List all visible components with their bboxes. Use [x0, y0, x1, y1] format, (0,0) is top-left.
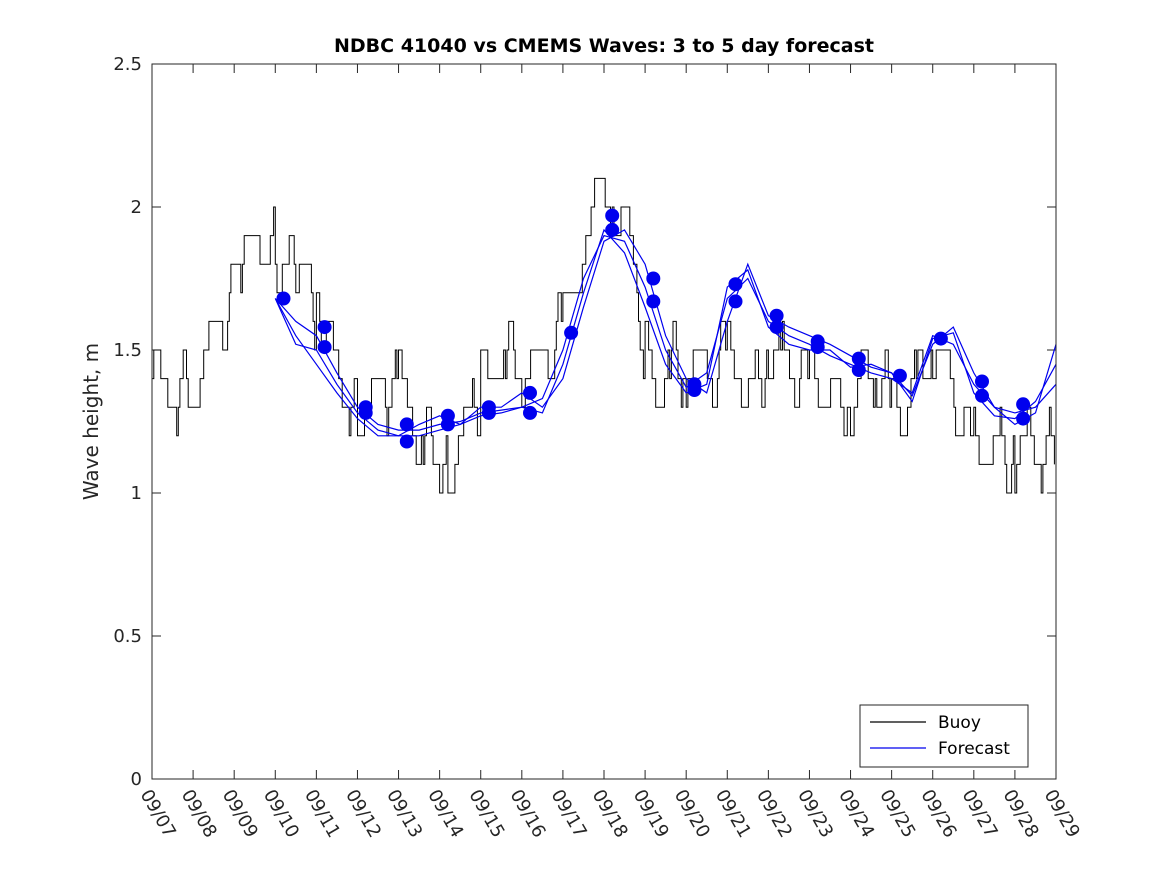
y-tick-label: 2.5 [113, 54, 142, 75]
series-layer [152, 177, 1057, 494]
y-tick-label: 1.5 [113, 340, 142, 361]
forecast-point [933, 331, 948, 346]
plot-frame [151, 63, 1057, 780]
chart-title: NDBC 41040 vs CMEMS Waves: 3 to 5 day fo… [334, 35, 874, 57]
forecast-point [440, 417, 455, 432]
forecast-point [646, 294, 661, 309]
forecast-point [975, 388, 989, 403]
forecast-point [892, 368, 907, 383]
series-forecast-line-3 [274, 229, 1057, 437]
forecast-point [399, 434, 414, 449]
forecast-point [728, 294, 743, 309]
y-axis-label: Wave height, m [79, 343, 103, 500]
forecast-point [646, 271, 661, 286]
forecast-point [317, 340, 332, 355]
forecast-point [1016, 411, 1031, 426]
legend: Buoy Forecast [859, 704, 1029, 768]
y-tick-label: 0 [131, 769, 142, 790]
forecast-point [1016, 397, 1031, 412]
y-axis-ticks: 0 0.5 1 1.5 2 2.5 [113, 54, 1056, 790]
forecast-point [317, 320, 332, 335]
forecast-point [728, 277, 743, 292]
y-tick-label: 0.5 [113, 626, 142, 647]
legend-entry-forecast: Forecast [938, 739, 1010, 759]
legend-box [859, 704, 1029, 768]
forecast-point [399, 417, 414, 432]
forecast-point [564, 325, 579, 340]
forecast-point [687, 383, 702, 397]
legend-entry-buoy: Buoy [938, 713, 981, 733]
forecast-point [975, 374, 989, 389]
forecast-point [810, 340, 825, 355]
forecast-point [605, 208, 620, 223]
forecast-point [851, 363, 866, 377]
y-tick-label: 2 [131, 197, 142, 218]
y-tick-label: 1 [131, 483, 142, 504]
forecast-point [523, 405, 537, 420]
forecast-point [769, 320, 784, 335]
forecast-point [605, 222, 620, 237]
forecast-point [481, 405, 496, 420]
forecast-point [276, 291, 291, 306]
forecast-point [523, 385, 537, 400]
forecast-point [358, 405, 373, 420]
